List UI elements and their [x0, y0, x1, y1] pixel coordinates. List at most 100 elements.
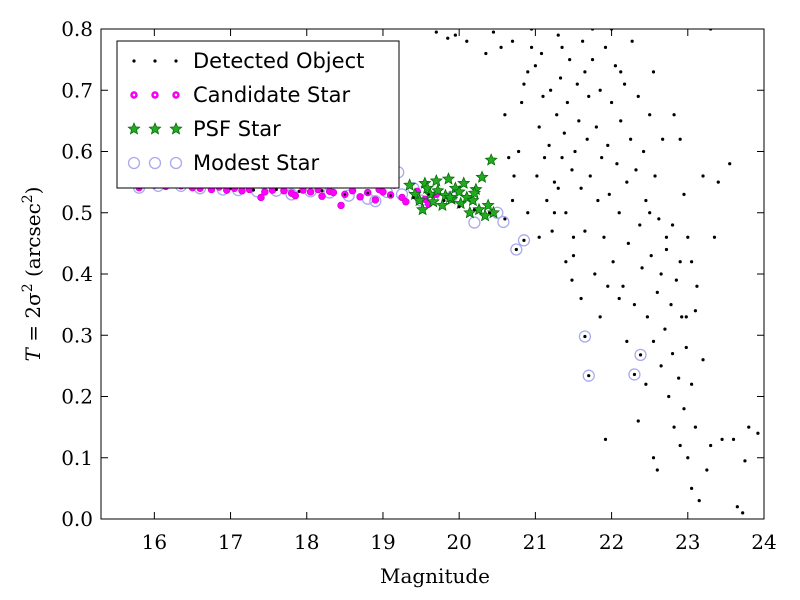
detected-object-center: [633, 373, 636, 376]
detected-object-center: [465, 39, 469, 43]
psf-star-point: [486, 205, 501, 219]
legend-marker: [132, 59, 136, 63]
detected-object-center: [534, 64, 537, 68]
x-tick-label: 21: [523, 530, 548, 554]
detected-object-center: [623, 82, 626, 86]
detected-object-center: [550, 229, 554, 233]
detected-object-center: [577, 119, 581, 123]
detected-object-center: [593, 272, 597, 276]
detected-object-center: [555, 113, 559, 117]
detected-object-center: [503, 113, 507, 117]
modest-star-point: [582, 369, 595, 382]
detected-object-center: [657, 217, 661, 221]
detected-object-center: [556, 186, 560, 190]
detected-object-center: [583, 229, 587, 233]
legend-label: Modest Star: [193, 151, 319, 175]
x-axis-ticks: 16 17 18 19 20 21 22 23 24: [142, 29, 777, 554]
detected-object-center: [535, 174, 539, 178]
detected-object-center: [553, 211, 556, 215]
detected-object-center: [677, 376, 680, 380]
detected-object-center: [639, 353, 642, 357]
detected-object-center: [615, 162, 619, 166]
candidate-star-point: [257, 193, 265, 202]
detected-object-center: [652, 456, 655, 460]
candidate-star-point: [291, 191, 300, 200]
detected-object-center: [709, 444, 712, 447]
psf-star-point: [435, 198, 449, 211]
detected-object-center: [642, 150, 645, 153]
detected-object-center: [492, 30, 495, 34]
psf-star-point: [484, 153, 498, 166]
detected-object-center: [646, 315, 649, 319]
detected-object-center: [694, 425, 697, 429]
candidate-star-point: [371, 196, 380, 204]
psf-star-point: [416, 202, 430, 216]
detected-object-center: [659, 272, 663, 276]
detected-object-center: [617, 211, 621, 215]
detected-object-center: [652, 70, 655, 74]
detected-object-center: [526, 70, 530, 74]
y-tick-label: 0.3: [61, 323, 93, 347]
detected-object-center: [672, 425, 676, 429]
detected-object-center: [579, 186, 583, 190]
legend-marker: [148, 122, 162, 135]
detected-object-center: [560, 156, 564, 159]
detected-object-center: [537, 235, 541, 239]
detected-object-center: [611, 260, 615, 264]
y-tick-label: 0.5: [61, 201, 93, 225]
detected-object-center: [747, 425, 751, 429]
legend-marker: [127, 122, 141, 135]
candidate-star-point: [337, 201, 345, 210]
y-tick-label: 0.8: [61, 17, 93, 41]
legend-marker: [153, 59, 157, 63]
detected-object-center: [606, 144, 610, 147]
legend-marker-center: [132, 93, 136, 97]
detected-object-center: [598, 315, 602, 319]
detected-object-center: [252, 188, 255, 192]
detected-object-center: [638, 223, 642, 227]
detected-object-center: [621, 284, 625, 288]
detected-object-center: [547, 144, 551, 147]
detected-object-center: [686, 235, 690, 239]
detected-object-center: [684, 346, 688, 349]
detected-object-center: [661, 137, 664, 141]
legend: Detected Object Candidate Star PSF Star Mod…: [116, 40, 400, 189]
detected-object-center: [602, 235, 606, 239]
detected-object-center: [695, 284, 699, 288]
psf-star-point: [408, 187, 422, 200]
detected-object-overlay: [137, 29, 760, 515]
detected-object-center: [320, 189, 324, 192]
detected-object-center: [678, 260, 682, 264]
y-tick-label: 0.6: [61, 140, 93, 164]
y-axis-label: T = 2σ2 (arcsec2): [20, 186, 45, 361]
x-tick-label: 17: [218, 530, 243, 554]
detected-object-center: [610, 101, 613, 104]
detected-object-center: [630, 39, 634, 43]
detected-object-center: [570, 278, 574, 282]
detected-object-center: [629, 137, 632, 141]
detected-object-center: [583, 335, 587, 338]
candidate-star-point: [261, 188, 269, 196]
legend-label: Detected Object: [193, 49, 364, 73]
modest-star-point: [634, 348, 647, 362]
detected-object-center: [526, 211, 530, 215]
detected-object-center: [640, 266, 644, 270]
psf-star-point: [443, 190, 457, 204]
detected-object-center: [636, 95, 640, 98]
detected-object-center: [595, 125, 598, 129]
detected-object-center: [556, 33, 560, 37]
detected-object-center: [549, 88, 552, 92]
y-axis-ticks: 0.0 0.1 0.2 0.3 0.4 0.5 0.6 0.7 0.8: [61, 17, 764, 531]
modest-star-point: [517, 234, 531, 247]
legend-marker-center: [174, 93, 178, 97]
x-tick-label: 20: [446, 530, 471, 554]
detected-object-center: [570, 168, 574, 172]
modest-star-point: [510, 243, 523, 256]
y-axis-label-close: ): [21, 186, 45, 194]
legend-label: Candidate Star: [193, 83, 350, 107]
detected-object-center: [540, 52, 543, 55]
x-tick-label: 23: [675, 530, 700, 554]
psf-star-point: [403, 178, 417, 191]
detected-object-center: [435, 30, 438, 34]
detected-object-center: [606, 284, 610, 288]
